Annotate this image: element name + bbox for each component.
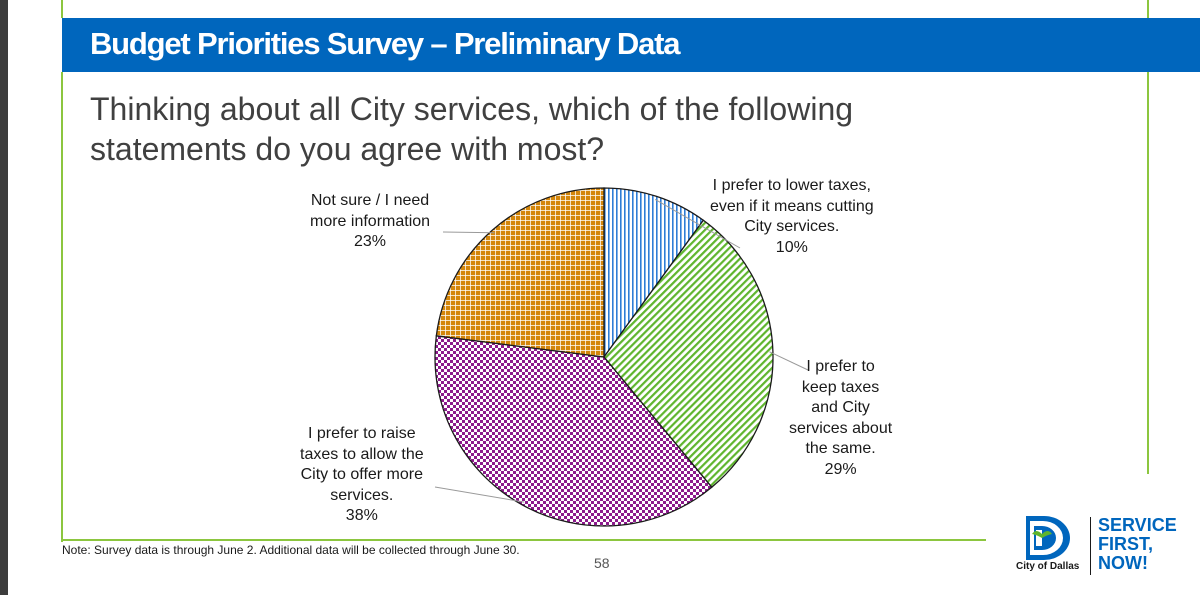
slide-title: Budget Priorities Survey – Preliminary D…	[90, 26, 681, 61]
slice-label-line: services about	[789, 419, 893, 437]
slice-label-line: the same.	[805, 440, 876, 457]
slice-label-line: services.	[330, 486, 394, 504]
slice-label-line: City to offer more	[300, 466, 424, 483]
slice-label-line: City services.	[744, 218, 840, 235]
slice-value: 23%	[354, 233, 387, 250]
tagline-line: NOW!	[1098, 553, 1148, 573]
pie-slice	[603, 219, 774, 489]
slice-value: 38%	[345, 507, 378, 524]
slice-label-line: Not sure / I need	[310, 192, 430, 209]
slice-label-not-sure: Not sure / I need more information 23%	[310, 191, 430, 253]
leader-line	[442, 231, 495, 234]
slice-label-line: even if it means cutting	[710, 197, 874, 215]
border-line	[1147, 0, 1149, 18]
leader-line	[434, 486, 525, 503]
slice-label-line: I prefer to	[806, 358, 875, 375]
slice-label-line: I prefer to raise	[308, 425, 416, 442]
window-edge	[0, 0, 8, 595]
slice-value: 29%	[824, 460, 857, 478]
border-line	[61, 0, 63, 18]
slice-label-line: more information	[310, 212, 431, 230]
leader-line	[654, 199, 741, 249]
footnote: Note: Survey data is through June 2. Add…	[62, 543, 520, 557]
slice-label-line: keep taxes	[801, 378, 880, 396]
slice-value: 10%	[775, 238, 808, 256]
title-bar: Budget Priorities Survey – Preliminary D…	[62, 18, 1200, 72]
page-number: 58	[594, 555, 610, 571]
footer-divider	[61, 539, 986, 541]
pie-slice	[434, 335, 713, 527]
border-line	[61, 72, 63, 542]
slice-label-line: taxes to allow the	[300, 445, 424, 463]
city-logo-icon	[1026, 516, 1070, 560]
logo-divider	[1090, 517, 1091, 575]
tagline-line: FIRST,	[1098, 534, 1154, 554]
slice-label-line: and City	[811, 399, 870, 416]
slice-label-lower-taxes: I prefer to lower taxes, even if it mean…	[710, 176, 874, 258]
pie-slice	[603, 187, 705, 360]
leader-line	[769, 351, 809, 371]
survey-question: Thinking about all City services, which …	[90, 91, 854, 167]
slice-label-line: I prefer to lower taxes,	[712, 177, 871, 194]
pie-slice	[435, 187, 605, 358]
tagline: SERVICE FIRST, NOW!	[1098, 516, 1177, 573]
border-line	[1147, 72, 1149, 474]
tagline-line: SERVICE	[1098, 515, 1177, 535]
slice-label-keep-taxes: I prefer to keep taxes and City services…	[789, 357, 892, 480]
slice-label-raise-taxes: I prefer to raise taxes to allow the Cit…	[300, 424, 424, 527]
logo-caption: City of Dallas	[1016, 561, 1080, 572]
